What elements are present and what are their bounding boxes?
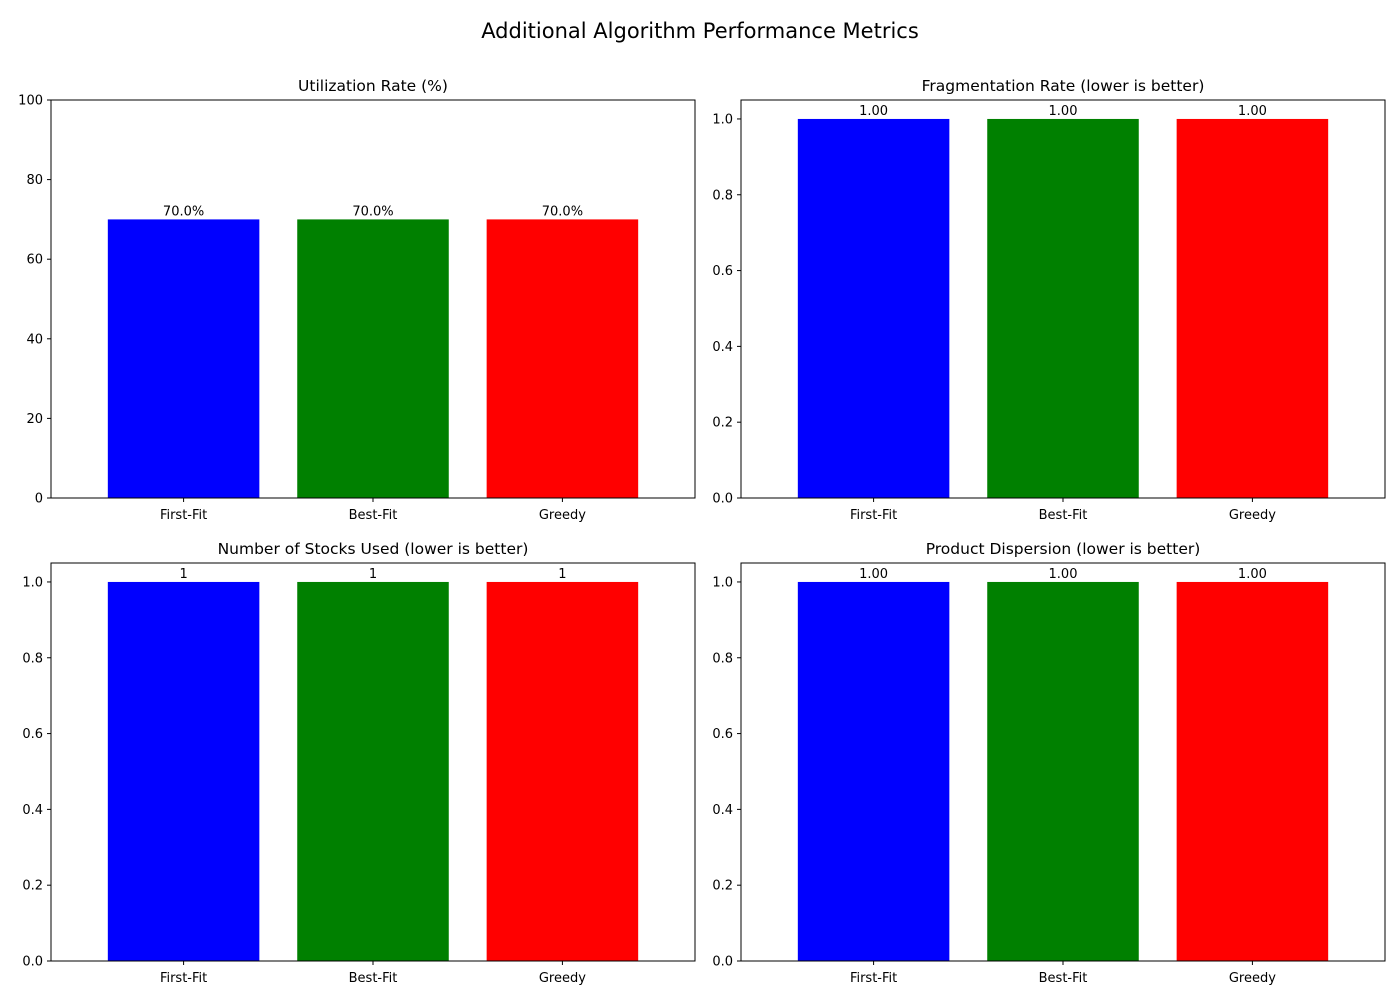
y-tick-label: 0.0 [712, 955, 733, 970]
bar-first-fit [107, 219, 260, 498]
bar-best-fit [987, 118, 1139, 498]
y-tick-label: 1.0 [22, 575, 43, 590]
x-tick-label: Greedy [1229, 971, 1276, 986]
x-tick-label: Best-Fit [1039, 508, 1088, 523]
data-label: 1 [179, 567, 187, 582]
chart-panel-1: 0 20 40 60 80 100 First-Fit Best-Fit Greedy 70.0%… [18, 77, 696, 523]
chart-panel-4: 0.0 0.2 0.4 0.6 0.8 1.0 First-Fit Best-Fit Greed… [712, 540, 1386, 986]
x-tick-label: First-Fit [160, 971, 207, 986]
y-tick-label: 1.0 [712, 575, 733, 590]
x-tick-label: Best-Fit [349, 508, 398, 523]
bar-best-fit [297, 219, 449, 498]
x-tick-label: Best-Fit [349, 971, 398, 986]
y-tick-label: 0.0 [22, 955, 43, 970]
y-tick-label: 0.4 [712, 803, 733, 818]
bar-best-fit [987, 581, 1139, 961]
chart-panel-3: 0.0 0.2 0.4 0.6 0.8 1.0 First-Fit Best-Fit Greed… [22, 540, 696, 986]
data-label: 1.00 [1238, 104, 1267, 119]
bar-greedy [1176, 118, 1329, 498]
data-label: 70.0% [352, 204, 393, 219]
data-label: 1.00 [859, 104, 888, 119]
bar-first-fit [107, 581, 260, 961]
bar-first-fit [797, 581, 950, 961]
y-tick-label: 60 [26, 253, 43, 268]
y-tick-label: 0.8 [712, 651, 733, 666]
figure-title: Additional Algorithm Performance Metrics [481, 19, 919, 43]
y-tick-label: 0.4 [22, 803, 43, 818]
bar-greedy [486, 581, 639, 961]
y-tick-label: 100 [18, 94, 43, 109]
y-tick-label: 20 [26, 412, 43, 427]
y-tick-label: 0.6 [712, 727, 733, 742]
y-tick-label: 1.0 [712, 112, 733, 127]
data-label: 1.00 [1049, 104, 1078, 119]
data-label: 1.00 [1238, 567, 1267, 582]
chart-title: Product Dispersion (lower is better) [926, 540, 1201, 558]
y-tick-label: 0.2 [22, 879, 43, 894]
bar-best-fit [297, 581, 449, 961]
chart-panels: 0 20 40 60 80 100 First-Fit Best-Fit Greedy 70.0%… [18, 77, 1386, 986]
bar-greedy [1176, 581, 1329, 961]
bar-greedy [486, 219, 639, 498]
chart-panel-2: 0.0 0.2 0.4 0.6 0.8 1.0 First-Fit Best-Fit Greed… [712, 77, 1386, 523]
chart-title: Utilization Rate (%) [298, 77, 448, 95]
data-label: 70.0% [542, 204, 583, 219]
y-tick-label: 0.4 [712, 340, 733, 355]
data-label: 1 [369, 567, 377, 582]
x-tick-label: Greedy [539, 971, 586, 986]
y-tick-label: 0.8 [712, 188, 733, 203]
chart-title: Fragmentation Rate (lower is better) [922, 77, 1205, 95]
y-tick-label: 80 [26, 173, 43, 188]
data-label: 1.00 [1049, 567, 1078, 582]
x-tick-label: First-Fit [160, 508, 207, 523]
y-tick-label: 0.6 [712, 264, 733, 279]
data-label: 1.00 [859, 567, 888, 582]
y-tick-label: 0.6 [22, 727, 43, 742]
x-tick-label: First-Fit [850, 508, 897, 523]
chart-title: Number of Stocks Used (lower is better) [218, 540, 529, 558]
data-label: 1 [558, 567, 566, 582]
y-tick-label: 0 [35, 492, 43, 507]
x-tick-label: Greedy [1229, 508, 1276, 523]
data-label: 70.0% [163, 204, 204, 219]
x-tick-label: Greedy [539, 508, 586, 523]
y-tick-label: 0.0 [712, 492, 733, 507]
y-tick-label: 0.2 [712, 416, 733, 431]
x-tick-label: Best-Fit [1039, 971, 1088, 986]
y-tick-label: 0.2 [712, 879, 733, 894]
bar-first-fit [797, 118, 950, 498]
y-tick-label: 0.8 [22, 651, 43, 666]
x-tick-label: First-Fit [850, 971, 897, 986]
y-tick-label: 40 [26, 332, 43, 347]
